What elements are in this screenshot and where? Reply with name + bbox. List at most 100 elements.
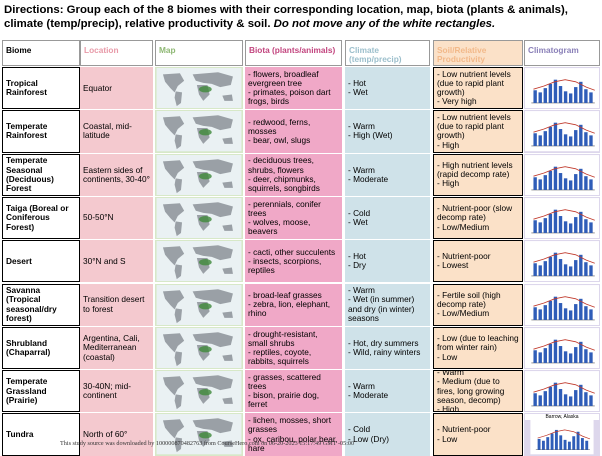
climatogram-graphic: [525, 111, 599, 152]
climatogram-graphic: [525, 371, 599, 412]
climate-cell: - Warm - High (Wet): [345, 110, 430, 153]
column-header: Map: [155, 40, 243, 66]
location: Argentina, Cali, Mediterranean (coastal): [80, 326, 153, 370]
biota-cell: - grasses, scattered trees - bison, prair…: [245, 370, 342, 413]
climate-line: - Wet: [348, 87, 368, 98]
soil-line: - Low (due to leaching from winter rain): [437, 333, 519, 353]
climatogram: [524, 240, 600, 283]
soil-line: - High: [437, 178, 460, 189]
location: North of 60°: [80, 413, 153, 456]
biota-line: - wolves, moose, beavers: [248, 217, 311, 237]
location: 50-50°N: [80, 196, 153, 240]
soil-line: - Nutrient-poor: [437, 424, 491, 435]
map: [155, 326, 243, 370]
world-map: [156, 371, 242, 412]
soil-line: - Low nutrient levels (due to rapid plan…: [437, 112, 511, 141]
soil-line: - High: [437, 139, 460, 150]
climatogram-graphic: [525, 154, 599, 195]
climate-cell: - Cold - Wet: [345, 196, 430, 240]
map: [155, 240, 243, 283]
climatogram-title: Barrow, Alaska: [525, 414, 599, 421]
biota-line: - reptiles, coyote, rabbits, squirrels: [248, 346, 312, 367]
soil-line: - Very high: [437, 96, 477, 107]
biota-cell: - perennials, conifer trees - wolves, moo…: [245, 196, 342, 240]
climate-line: - Hot: [348, 77, 366, 88]
climatogram: [524, 326, 600, 370]
soil-cell: - Low nutrient levels (due to rapid plan…: [433, 67, 523, 110]
biota-cell: - cacti, other succulents - insects, scor…: [245, 240, 342, 283]
location: Coastal, mid-latitude: [80, 110, 153, 153]
biome-name: Shrubland (Chaparral): [2, 326, 80, 370]
climate-cell: - Cold - Low (Dry): [345, 413, 430, 456]
climatogram-graphic: [525, 197, 599, 239]
climatogram: Barrow, Alaska: [524, 413, 600, 456]
location: Eastern sides of continents, 30-40°: [80, 153, 153, 196]
climate-line: - High (Wet): [348, 130, 393, 141]
climate-cell: - Hot, dry summers - Wild, rainy winters: [345, 326, 430, 370]
biota-cell: - redwood, ferns, mosses - bear, owl, slu…: [245, 110, 342, 153]
world-map: [156, 284, 242, 325]
biome-name: Tundra: [2, 413, 80, 456]
climate-line: - Cold: [348, 424, 371, 435]
column-header: Biota (plants/animals): [245, 40, 342, 66]
climate-line: - Moderate: [348, 390, 389, 401]
biota-line: - flowers, broadleaf evergreen tree: [248, 68, 319, 88]
biota-cell: - lichen, mosses, short grasses - ox, car…: [245, 413, 342, 456]
soil-line: - Low: [437, 351, 458, 362]
location: 30°N and S: [80, 240, 153, 283]
soil-line: - Medium (due to fires, long growing sea…: [437, 376, 505, 405]
biota-line: - perennials, conifer trees: [248, 198, 321, 218]
soil-cell: - High nutrient levels (rapid decomp rat…: [433, 153, 523, 196]
soil-cell: - Nutrient-poor - Low: [433, 413, 523, 456]
climate-line: - Moderate: [348, 173, 389, 184]
biota-line: - insects, scorpions, reptiles: [248, 255, 322, 275]
soil-cell: - Nutrient-poor (slow decomp rate) - Low/…: [433, 196, 523, 240]
biome-table: Biome Location Map Biota (plants/animals) Cl…: [0, 40, 602, 456]
footer: This study source was downloaded by 1000…: [60, 440, 355, 447]
soil-line: - Fertile soil (high decomp rate): [437, 289, 501, 310]
climatogram: [524, 283, 600, 326]
column-header: Climatogram: [524, 40, 600, 66]
soil-line: - Low/Medium: [437, 308, 490, 319]
location: Equator: [80, 67, 153, 110]
location: 30-40N; mid-continent: [80, 370, 153, 413]
climate-line: - Warm: [348, 381, 375, 392]
climate-cell: - Hot - Dry: [345, 240, 430, 283]
soil-cell: - Warm - Medium (due to fires, long growi…: [433, 370, 523, 413]
climatogram-graphic: [525, 327, 599, 369]
biome-name: Savanna (Tropical seasonal/dry forest): [2, 283, 80, 326]
map: [155, 413, 243, 456]
map: [155, 153, 243, 196]
biome-name: Temperate Seasonal (Deciduous) Forest: [2, 153, 80, 196]
climatogram: [524, 153, 600, 196]
climatogram-graphic: [525, 241, 599, 282]
climate-line: - Warm: [348, 285, 375, 296]
column-header: Location: [80, 40, 153, 66]
soil-line: - Nutrient-poor: [437, 251, 491, 262]
biota-line: - deciduous trees, shrubs, flowers: [248, 155, 314, 175]
world-map: [156, 154, 242, 195]
soil-cell: - Fertile soil (high decomp rate) - Low/M…: [433, 283, 523, 326]
climatogram-graphic: [530, 420, 594, 455]
biota-line: - broad-leaf grasses: [248, 289, 322, 300]
climatogram: [524, 110, 600, 153]
instruction: Do not move any of the white rectangles.: [273, 18, 496, 30]
soil-line: - Low: [437, 433, 458, 444]
biota-cell: - broad-leaf grasses - zebra, lion, eleph…: [245, 283, 342, 326]
climate-line: - Hot: [348, 251, 366, 262]
climate-cell: - Warm - Wet (in summer) and dry (in wint…: [345, 283, 430, 326]
biota-cell: - deciduous trees, shrubs, flowers - deer…: [245, 153, 342, 196]
soil-line: - Nutrient-poor (slow decomp rate): [437, 203, 513, 223]
biota-line: - deer, chipmunks, squirrels, songbirds: [248, 173, 320, 193]
climatogram: [524, 196, 600, 240]
map: [155, 196, 243, 240]
soil-line: - Low nutrient levels (due to rapid plan…: [437, 68, 511, 98]
biome-name: Desert: [2, 240, 80, 283]
biome-name: Taiga (Boreal or Coniferous Forest): [2, 196, 80, 240]
map: [155, 283, 243, 326]
biota-line: - bear, owl, slugs: [248, 135, 311, 146]
map: [155, 370, 243, 413]
biota-line: - redwood, ferns, mosses: [248, 116, 311, 136]
title: Directions: Group each of the 8 biomes w…: [4, 4, 568, 30]
biota-line: - primates, poison dart frogs, birds: [248, 87, 331, 107]
